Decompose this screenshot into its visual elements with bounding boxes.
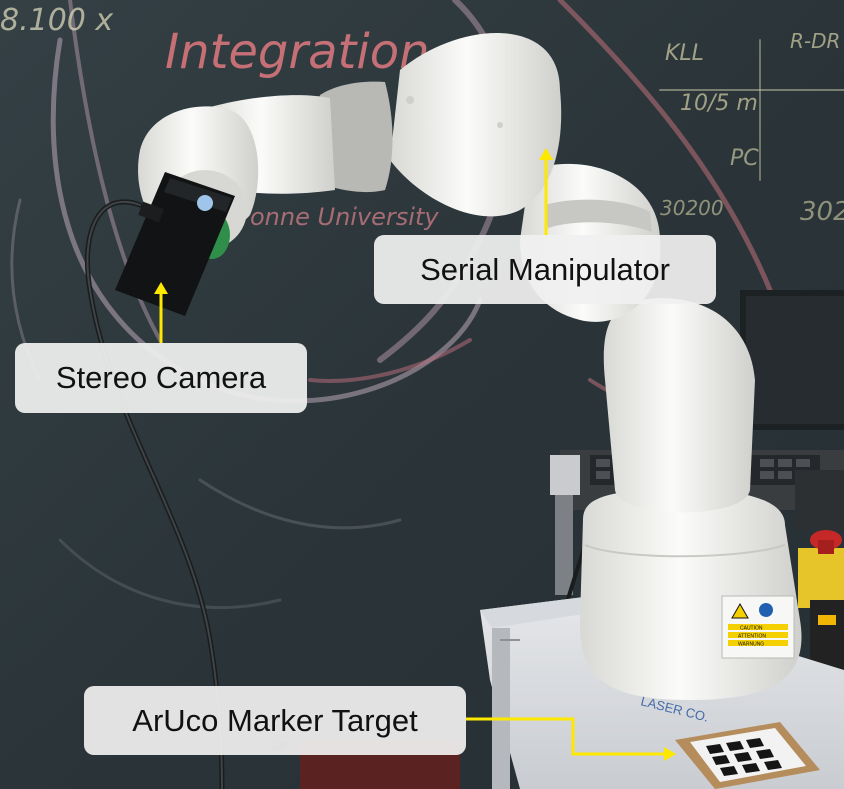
aruco-arrowhead: [664, 747, 676, 761]
chalk-text-top-left: 8.100 x: [0, 3, 113, 38]
chalk-text-right-4: PC: [730, 146, 759, 171]
sticker-attention: ATTENTION: [738, 634, 766, 640]
chalk-text-right-6: 302: [800, 197, 844, 227]
info-circle-icon: [759, 603, 773, 617]
camera-logo: [197, 195, 213, 211]
aruco-marker-board: [270, 722, 820, 789]
sticker-caution: CAUTION: [740, 626, 763, 632]
aruco-arrow: [466, 717, 665, 756]
chalk-text-right-3: 10/5 m: [680, 91, 758, 116]
chalk-text-title: Integration: [165, 24, 430, 80]
chalk-drawings: [10, 0, 844, 609]
chalk-text-right-2: R-DR: [790, 29, 840, 53]
camera-arrowhead: [154, 282, 168, 294]
manipulator-arrowhead: [539, 148, 553, 160]
warning-triangle-icon: [731, 602, 749, 619]
annotation-arrows: [154, 148, 676, 761]
chalk-text: 8.100 x Integration onne University KLL …: [0, 3, 844, 231]
chalk-text-right-1: KLL: [665, 41, 704, 66]
monitor-screen: [746, 296, 844, 424]
robot-base: CAUTION ATTENTION WARNUNG: [579, 488, 802, 700]
chalk-text-university: onne University: [250, 203, 439, 231]
serial-manipulator-label: Serial Manipulator: [374, 235, 716, 304]
aruco-marker-target-label: ArUco Marker Target: [84, 686, 466, 755]
stereo-camera-label: Stereo Camera: [15, 343, 307, 413]
stereo-camera: [115, 172, 235, 316]
chalk-text-right-5: 30200: [660, 196, 724, 220]
sticker-warning: WARNUNG: [738, 642, 764, 648]
